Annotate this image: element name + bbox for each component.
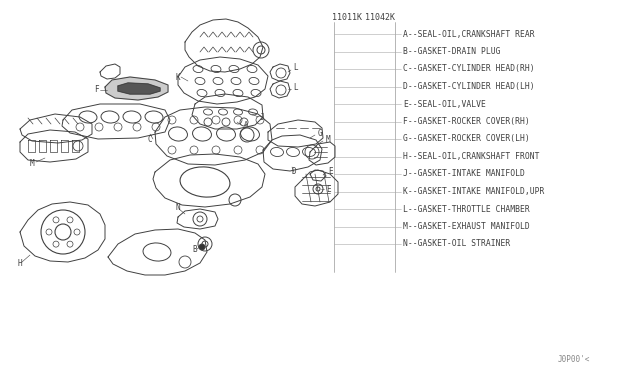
- Text: G--GASKET-ROCKER COVER(LH): G--GASKET-ROCKER COVER(LH): [403, 135, 530, 144]
- Text: E: E: [328, 167, 333, 176]
- Text: F--GASKET-ROCKER COVER(RH): F--GASKET-ROCKER COVER(RH): [403, 117, 530, 126]
- Text: J--GASKET-INTAKE MANIFOLD: J--GASKET-INTAKE MANIFOLD: [403, 170, 525, 179]
- Text: J0P00'<: J0P00'<: [557, 356, 590, 365]
- Text: D: D: [291, 167, 296, 176]
- Text: H--SEAL-OIL,CRANKSHAFT FRONT: H--SEAL-OIL,CRANKSHAFT FRONT: [403, 152, 540, 161]
- Text: B--GASKET-DRAIN PLUG: B--GASKET-DRAIN PLUG: [403, 47, 500, 56]
- Text: A--SEAL-OIL,CRANKSHAFT REAR: A--SEAL-OIL,CRANKSHAFT REAR: [403, 29, 534, 38]
- Text: M: M: [30, 160, 35, 169]
- Text: J: J: [260, 112, 264, 122]
- Text: L: L: [293, 83, 298, 93]
- Text: E: E: [326, 185, 331, 193]
- Text: C: C: [148, 135, 152, 144]
- Text: N--GASKET-OIL STRAINER: N--GASKET-OIL STRAINER: [403, 240, 510, 248]
- Text: K: K: [175, 73, 180, 81]
- Text: N: N: [175, 202, 180, 212]
- Text: 11011K: 11011K: [332, 13, 362, 22]
- Text: B: B: [192, 246, 196, 254]
- Text: L--GASKET-THROTTLE CHAMBER: L--GASKET-THROTTLE CHAMBER: [403, 205, 530, 214]
- Text: D--GASKET-CYLINDER HEAD(LH): D--GASKET-CYLINDER HEAD(LH): [403, 82, 534, 91]
- Text: M: M: [326, 135, 331, 144]
- Text: E--SEAL-OIL,VALVE: E--SEAL-OIL,VALVE: [403, 99, 486, 109]
- Circle shape: [199, 244, 205, 250]
- Polygon shape: [105, 77, 168, 100]
- Text: A: A: [244, 121, 248, 127]
- Text: G: G: [318, 129, 323, 138]
- Text: K--GASKET-INTAKE MANIFOLD,UPR: K--GASKET-INTAKE MANIFOLD,UPR: [403, 187, 545, 196]
- Polygon shape: [118, 83, 160, 94]
- Text: 11042K: 11042K: [365, 13, 395, 22]
- Text: H: H: [18, 260, 22, 269]
- Text: L: L: [293, 64, 298, 73]
- Text: M--GASKET-EXHAUST MANIFOLD: M--GASKET-EXHAUST MANIFOLD: [403, 222, 530, 231]
- Text: C--GASKET-CYLINDER HEAD(RH): C--GASKET-CYLINDER HEAD(RH): [403, 64, 534, 74]
- Text: F: F: [94, 84, 99, 93]
